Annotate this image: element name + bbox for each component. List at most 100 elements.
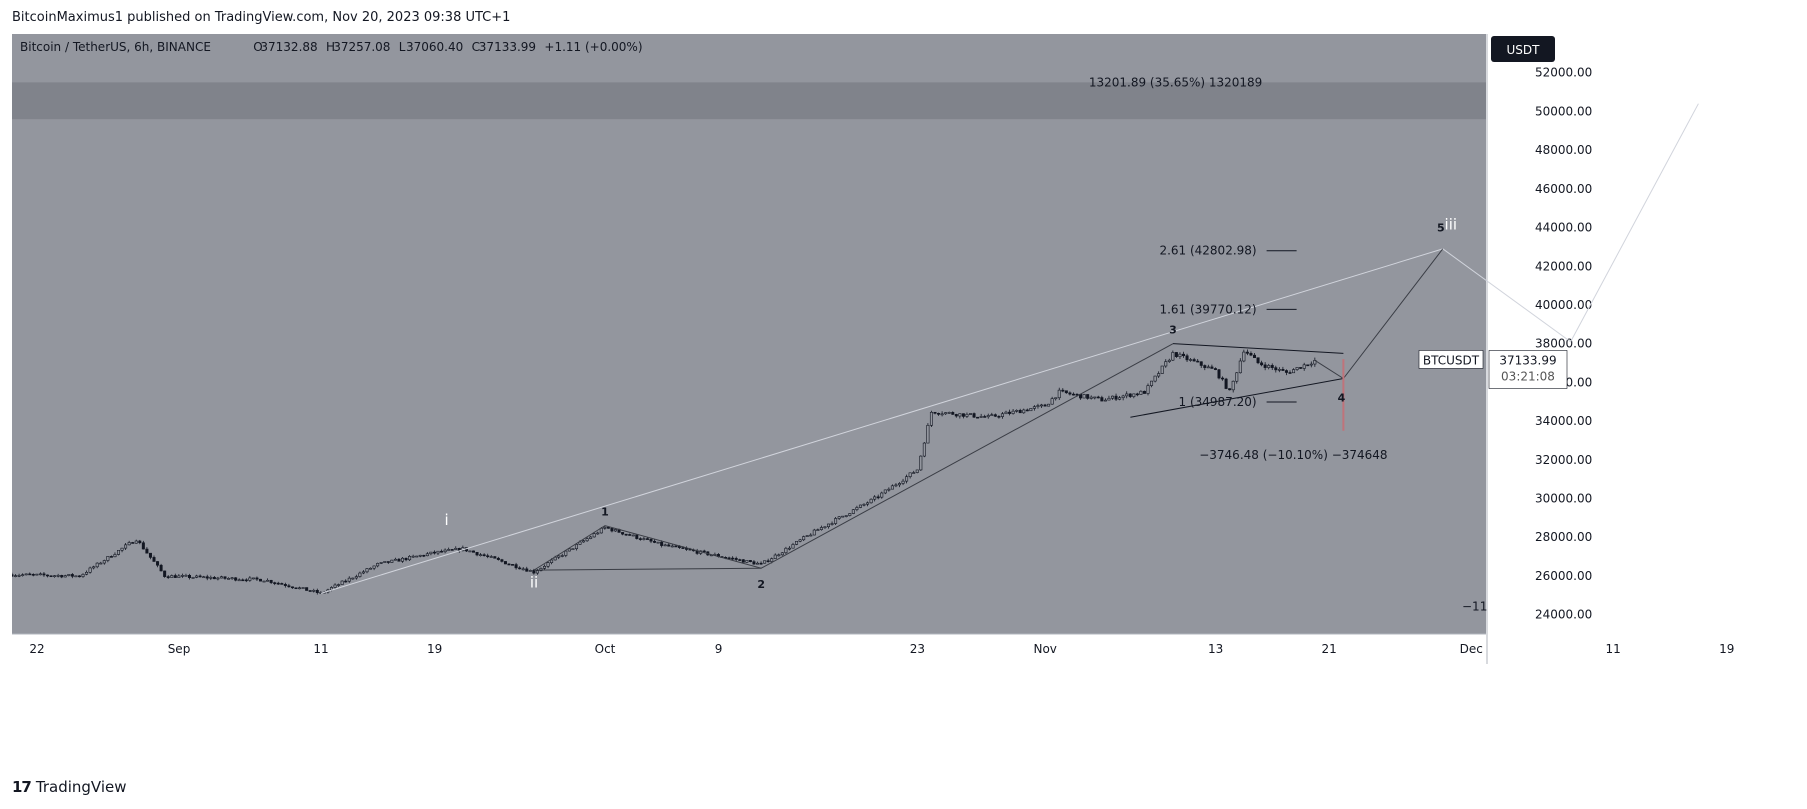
candle (826, 523, 830, 529)
candle-body (124, 544, 128, 549)
candle-body (518, 567, 522, 570)
candle (397, 557, 401, 562)
candle (986, 413, 990, 419)
candle-body (418, 554, 422, 557)
candle-body (802, 536, 806, 541)
candle (1178, 352, 1182, 360)
candle (156, 561, 160, 568)
candle (585, 537, 589, 542)
candle-body (983, 416, 987, 418)
candle (848, 513, 852, 517)
candle (475, 552, 479, 557)
candle-body (564, 550, 568, 556)
candle (1146, 383, 1150, 396)
candle (1032, 405, 1036, 411)
candle (38, 572, 42, 576)
candle (24, 573, 28, 576)
candle (74, 575, 78, 578)
time-axis (12, 634, 1486, 664)
candle (582, 539, 586, 543)
candle-body (1125, 393, 1129, 397)
candle-body (908, 472, 912, 477)
candle-body (901, 480, 905, 484)
candle (1288, 370, 1292, 374)
candle (298, 586, 302, 590)
candle-body (1302, 364, 1306, 369)
candle-body (372, 565, 376, 569)
candle (1295, 367, 1299, 371)
candle (1093, 396, 1097, 400)
candle (1210, 364, 1214, 369)
candle-body (67, 574, 71, 576)
candle (951, 411, 955, 415)
candle-body (873, 496, 877, 500)
price-chart[interactable]: 24000.00 26000.00 28000.00 30000.00 32000.00… (12, 34, 1794, 762)
candle-body (763, 560, 767, 564)
candle-body (589, 536, 593, 539)
candle (954, 413, 958, 418)
candle-body (915, 469, 919, 473)
candle-body (486, 555, 490, 558)
candle (340, 580, 344, 585)
candle (684, 546, 688, 551)
candle-body (49, 575, 53, 578)
candle-body (205, 576, 209, 579)
candle (251, 577, 255, 580)
candle-body (876, 496, 880, 499)
candle-body (1050, 398, 1054, 405)
candle (897, 482, 901, 488)
candle (1150, 380, 1154, 388)
legend-high-label: H (326, 40, 335, 54)
candle (887, 487, 891, 492)
candle (1192, 357, 1196, 362)
candle-body (841, 515, 845, 518)
candle (496, 556, 500, 561)
candle-body (63, 575, 67, 578)
candle (890, 484, 894, 490)
candle (1000, 411, 1004, 419)
candle (113, 552, 117, 558)
candle (141, 540, 145, 550)
candle (315, 588, 319, 595)
candle-body (645, 538, 649, 540)
candle (67, 574, 71, 577)
fib-261-label: 2.61 (42802.98) (1159, 244, 1256, 258)
candle (390, 559, 394, 563)
candle-body (1292, 369, 1296, 374)
candle (574, 543, 578, 551)
candle-body (379, 562, 383, 564)
candle-body (117, 550, 121, 555)
candle-body (266, 579, 270, 582)
candle (1132, 393, 1136, 399)
candle-body (670, 545, 674, 548)
candle (741, 559, 745, 563)
candle-body (1128, 393, 1132, 397)
candle (432, 550, 436, 555)
target-measure-label: 13201.89 (35.65%) 1320189 (1089, 75, 1262, 89)
chart-frame[interactable]: 24000.00 26000.00 28000.00 30000.00 32000.00… (12, 34, 1794, 762)
candle-body (660, 541, 664, 546)
candle (656, 541, 660, 544)
candle (1284, 369, 1288, 376)
candle (1153, 375, 1157, 383)
time-tick-label: Oct (595, 642, 616, 656)
time-tick-label: 19 (1719, 642, 1734, 656)
candle-body (170, 575, 174, 578)
candle (823, 526, 827, 529)
candle (926, 423, 930, 444)
candle (1128, 393, 1132, 399)
candle (376, 562, 380, 568)
candle (546, 561, 550, 569)
candle-body (1043, 404, 1047, 407)
candle-body (780, 552, 784, 556)
tradingview-logo[interactable]: 17 TradingView (12, 778, 127, 796)
candle-body (1100, 397, 1104, 402)
candle-body (24, 573, 28, 576)
candle-body (1267, 365, 1271, 368)
candle-body (560, 555, 564, 557)
price-tick-label: 24000.00 (1535, 608, 1592, 622)
candle (234, 577, 238, 582)
candle-body (702, 550, 706, 553)
candle (1050, 396, 1054, 405)
candle-body (610, 528, 614, 532)
